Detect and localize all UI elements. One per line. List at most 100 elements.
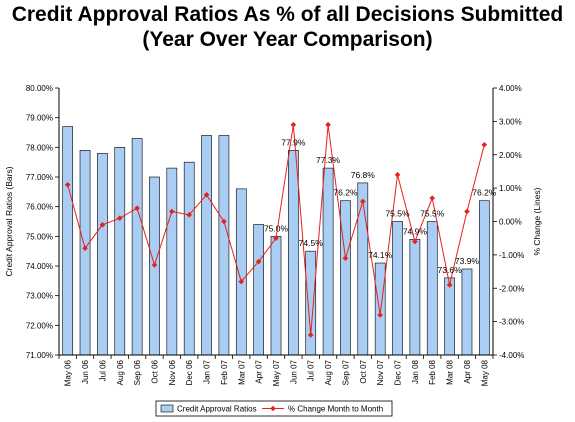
bar-11 <box>253 224 264 356</box>
x-tick-label: Dec 06 <box>185 359 194 385</box>
x-tick-label: Oct 06 <box>150 359 159 383</box>
legend: Credit Approval Ratios % Change Month to… <box>155 400 393 417</box>
change-point-13 <box>290 121 297 128</box>
bar-14 <box>305 250 317 356</box>
right-tick-label: 3.00% <box>499 117 522 126</box>
x-tick-label: Feb 08 <box>428 359 437 384</box>
x-tick-label: Apr 07 <box>255 359 264 383</box>
bar-8 <box>201 135 212 356</box>
bar-19 <box>392 221 403 356</box>
chart-title: Credit Approval Ratios As % of all Decis… <box>11 3 564 26</box>
x-tick-label: May 07 <box>272 359 281 386</box>
change-point-4 <box>134 205 140 211</box>
legend-bar-label: Credit Approval Ratios <box>177 405 257 414</box>
change-point-8 <box>203 192 210 198</box>
bar-9 <box>218 135 230 356</box>
bar-0 <box>62 126 74 356</box>
bar-data-label: 74.9% <box>403 226 428 236</box>
change-point-7 <box>186 212 192 218</box>
left-axis-title: Credit Approval Ratios (Bars) <box>4 166 14 276</box>
right-tick-label: -3.00% <box>499 318 524 327</box>
x-tick-label: Mar 07 <box>237 359 246 384</box>
x-tick-label: Jun 07 <box>289 359 298 384</box>
change-point-1 <box>82 245 88 251</box>
x-tick-label: May 06 <box>64 359 73 386</box>
right-tick-label: -4.00% <box>499 351 524 360</box>
bar-15 <box>322 167 334 356</box>
left-tick-label: 76.00% <box>26 203 53 212</box>
change-point-16 <box>342 255 349 262</box>
left-tick-label: 75.00% <box>26 232 53 241</box>
bar-16 <box>340 200 351 356</box>
bar-21 <box>426 221 438 356</box>
change-point-15 <box>325 121 331 128</box>
bar-10 <box>235 188 247 356</box>
chart-subtitle: (Year Over Year Comparison) <box>142 28 433 51</box>
x-tick-label: Mar 08 <box>446 359 455 384</box>
x-tick-label: May 08 <box>480 359 489 386</box>
right-tick-label: 4.00% <box>499 84 522 93</box>
right-tick-label: -2.00% <box>499 284 524 293</box>
x-tick-label: Sep 06 <box>133 359 142 385</box>
change-point-18 <box>377 312 383 318</box>
left-tick-label: 74.00% <box>26 262 53 271</box>
bar-data-label: 73.9% <box>455 256 480 266</box>
bar-data-label: 76.8% <box>351 170 376 180</box>
bar-7 <box>183 161 195 356</box>
change-point-3 <box>116 215 123 221</box>
x-tick-label: Nov 06 <box>168 359 177 385</box>
legend-bar-swatch <box>160 404 174 413</box>
bar-2 <box>97 152 108 356</box>
change-point-10 <box>238 278 245 285</box>
change-point-2 <box>99 222 106 228</box>
bar-12 <box>270 236 282 356</box>
change-point-9 <box>221 218 227 225</box>
right-tick-label: -1.00% <box>499 251 524 260</box>
left-tick-label: 80.00% <box>26 84 53 93</box>
left-tick-label: 72.00% <box>26 321 53 330</box>
x-tick-label: Jul 06 <box>98 359 107 381</box>
right-tick-label: 0.00% <box>499 218 522 227</box>
x-tick-label: Jan 08 <box>411 359 420 384</box>
bar-17 <box>357 182 369 356</box>
change-point-17 <box>360 198 366 205</box>
bar-data-label: 77.3% <box>316 155 341 165</box>
bar-data-label: 76.2% <box>333 188 358 198</box>
bar-data-label: 77.9% <box>281 137 306 147</box>
bar-6 <box>166 167 178 356</box>
x-tick-label: Nov 07 <box>376 359 385 385</box>
bar-18 <box>374 262 386 356</box>
change-point-19 <box>394 171 401 178</box>
left-tick-label: 79.00% <box>26 114 53 123</box>
right-tick-label: 2.00% <box>499 151 522 160</box>
x-tick-label: Feb 07 <box>220 359 229 384</box>
x-tick-label: Dec 07 <box>394 359 403 385</box>
change-point-11 <box>255 258 262 265</box>
bar-data-label: 74.1% <box>368 250 393 260</box>
legend-line-label: % Change Month to Month <box>288 405 383 414</box>
change-point-24 <box>481 141 488 148</box>
change-point-12 <box>273 235 279 241</box>
left-tick-label: 78.00% <box>26 143 53 152</box>
bars-layer <box>62 126 490 356</box>
bar-20 <box>409 239 421 356</box>
bar-24 <box>478 200 490 356</box>
bar-data-label: 75.5% <box>420 209 445 219</box>
bar-4 <box>131 138 143 356</box>
axes-layer: 71.00% 72.00% 73.00% 74.00% 75.00% 76.00% 77.0… <box>26 84 525 386</box>
change-point-20 <box>412 238 418 245</box>
right-tick-label: 1.00% <box>499 184 522 193</box>
x-tick-label: Aug 07 <box>324 359 333 385</box>
line-layer <box>64 121 488 338</box>
left-tick-label: 71.00% <box>26 351 53 360</box>
bar-3 <box>114 147 126 356</box>
change-point-22 <box>446 282 453 288</box>
bar-data-label: 76.2% <box>472 188 497 198</box>
x-tick-label: Jan 07 <box>203 359 212 384</box>
bar-data-label: 74.5% <box>299 238 324 248</box>
right-axis-title: % Change (Lines) <box>532 187 542 255</box>
x-tick-label: Apr 08 <box>463 359 472 383</box>
bar-data-label: 75.0% <box>264 223 289 233</box>
bar-data-label: 73.6% <box>438 265 463 275</box>
